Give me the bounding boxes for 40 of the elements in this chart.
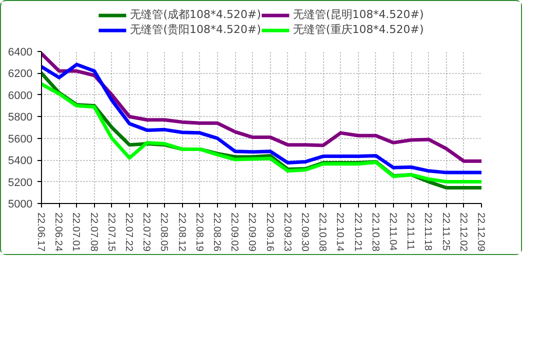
- y-tick-label: 5400: [8, 155, 33, 168]
- y-tick-label: 5000: [8, 198, 33, 210]
- x-tick-label: 22.07.01: [70, 212, 82, 252]
- x-tick-label: 22.12.09: [475, 212, 486, 252]
- y-tick-label: 5600: [8, 133, 33, 146]
- y-tick-label: 6400: [8, 46, 33, 58]
- x-tick-label: 22.09.30: [299, 212, 310, 252]
- x-tick-label: 22.08.19: [193, 212, 204, 252]
- x-tick-label: 22.07.15: [105, 212, 116, 252]
- line-series: [42, 62, 482, 174]
- legend-label: 无缝管(成都108*4.520#): [130, 7, 261, 22]
- line-series: [42, 52, 482, 163]
- legend-label: 无缝管(昆明108*4.520#): [293, 7, 424, 22]
- x-tick-label: 22.08.26: [211, 212, 222, 252]
- x-tick-label: 22.11.18: [422, 212, 434, 252]
- x-tick-label: 22.07.22: [123, 212, 134, 252]
- x-tick-label: 22.09.23: [281, 212, 292, 252]
- x-tick-label: 22.10.21: [352, 212, 363, 252]
- x-tick-label: 22.09.02: [228, 212, 240, 252]
- x-tick-label: 22.11.11: [404, 212, 416, 250]
- x-tick-label: 22.09.16: [264, 212, 275, 252]
- y-tick-label: 5200: [8, 176, 33, 189]
- x-tick-label: 22.11.25: [440, 212, 451, 252]
- x-tick-label: 22.07.29: [140, 212, 152, 252]
- y-tick-label: 6000: [8, 90, 33, 102]
- y-tick-label: 5800: [8, 112, 33, 124]
- x-tick-label: 22.10.08: [316, 212, 328, 252]
- x-tick-label: 22.08.12: [176, 212, 187, 252]
- x-tick-label: 22.06.24: [52, 212, 64, 252]
- x-tick-label: 22.06.17: [35, 212, 46, 252]
- legend-label: 无缝管(重庆108*4.520#): [293, 22, 424, 37]
- x-tick-label: 22.08.05: [158, 212, 170, 252]
- x-tick-label: 22.10.14: [334, 212, 346, 252]
- x-tick-label: 22.07.08: [88, 212, 99, 252]
- legend-label: 无缝管(贵阳108*4.520#): [130, 22, 261, 37]
- x-tick-label: 22.12.02: [457, 212, 468, 252]
- x-tick-label: 22.10.28: [369, 212, 380, 252]
- x-tick-label: 22.09.09: [246, 212, 258, 252]
- x-tick-label: 22.11.04: [387, 212, 398, 252]
- y-tick-label: 6200: [8, 68, 33, 80]
